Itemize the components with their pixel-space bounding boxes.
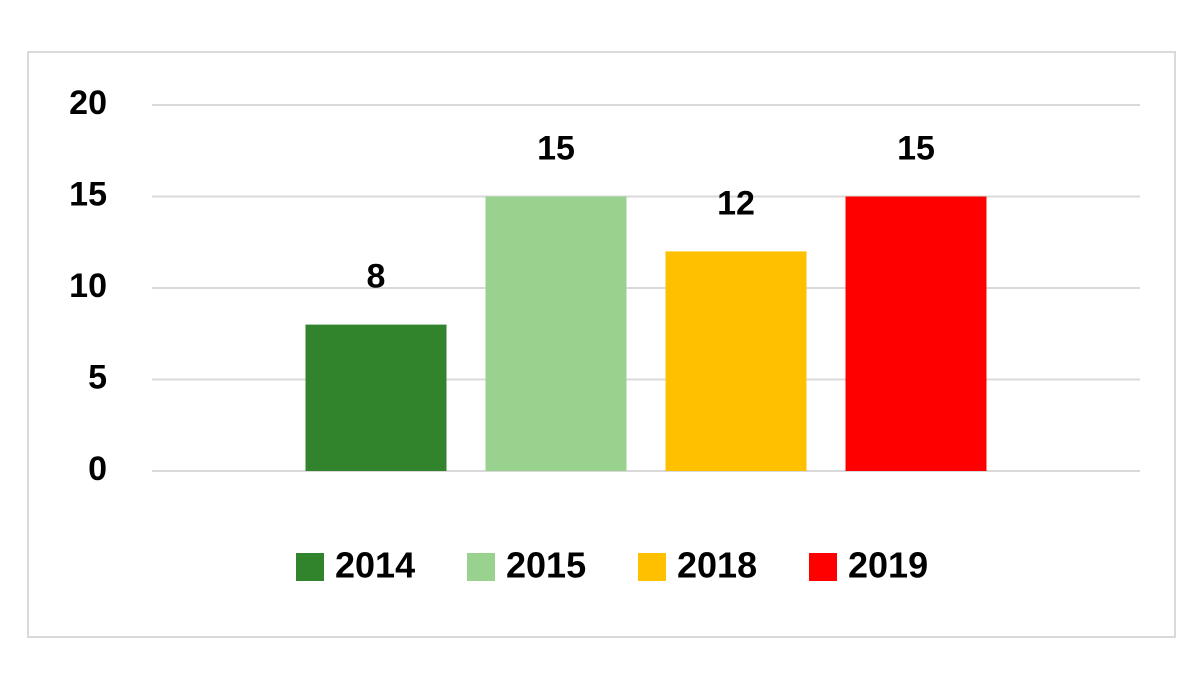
legend-swatch bbox=[809, 553, 837, 581]
y-tick-label: 5 bbox=[88, 358, 107, 396]
bar bbox=[305, 324, 447, 471]
legend-swatch bbox=[467, 553, 495, 581]
data-label: 15 bbox=[537, 129, 575, 167]
bar bbox=[485, 196, 627, 471]
legend-label: 2014 bbox=[335, 545, 415, 586]
y-tick-label: 15 bbox=[69, 175, 107, 213]
legend-swatch bbox=[296, 553, 324, 581]
y-tick-label: 10 bbox=[69, 267, 107, 305]
bar bbox=[845, 196, 987, 471]
y-tick-label: 0 bbox=[88, 450, 107, 488]
data-label: 12 bbox=[717, 184, 755, 222]
legend-label: 2015 bbox=[506, 545, 586, 586]
bar bbox=[665, 251, 807, 471]
data-label: 8 bbox=[367, 258, 386, 296]
legend-swatch bbox=[638, 553, 666, 581]
legend-label: 2019 bbox=[848, 545, 928, 586]
y-tick-label: 20 bbox=[69, 84, 107, 122]
legend-label: 2018 bbox=[677, 545, 757, 586]
data-label: 15 bbox=[897, 129, 935, 167]
